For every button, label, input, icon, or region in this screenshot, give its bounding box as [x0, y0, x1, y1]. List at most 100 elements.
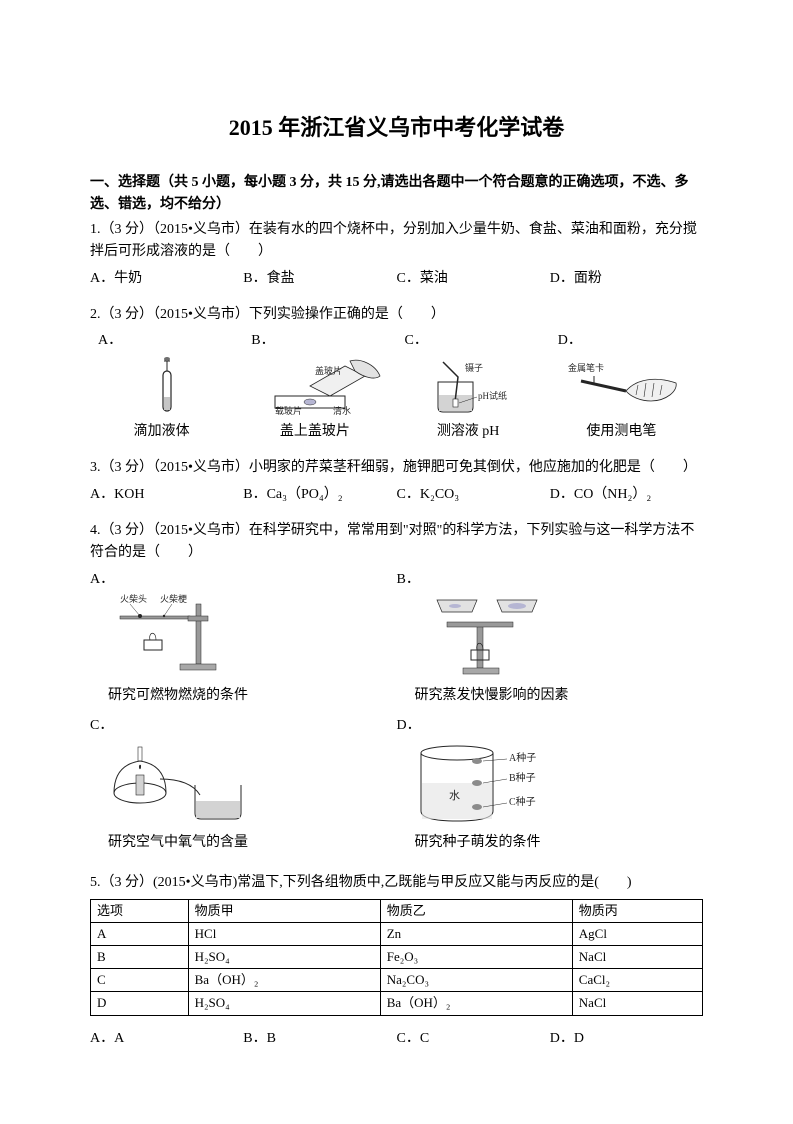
- q2-b-figure: 盖玻片 载玻片 清水: [243, 355, 396, 417]
- cell: Zn: [380, 922, 572, 945]
- q2-c-figure: 镊子 pH试纸: [397, 355, 550, 417]
- th-2: 物质乙: [380, 899, 572, 922]
- q4-b-caption: 研究蒸发快慢影响的因素: [397, 685, 704, 707]
- q4-d-caption: 研究种子萌发的条件: [397, 832, 704, 854]
- cell: NaCl: [572, 992, 702, 1015]
- q4-d-lab1: A种子: [509, 751, 536, 764]
- q1-option-d: D．面粉: [550, 268, 703, 290]
- question-4: 4.（3 分）（2015•义乌市）在科学研究中，常常用到"对照"的科学方法，下列…: [90, 520, 703, 862]
- dropper-tube-icon: [147, 357, 187, 415]
- q4-c-caption: 研究空气中氧气的含量: [90, 832, 397, 854]
- q2-option-b: B． 盖玻片 载玻片 清水 盖上盖玻片: [243, 330, 396, 443]
- question-2-text: 2.（3 分）（2015•义乌市）下列实验操作正确的是（ ）: [90, 304, 703, 326]
- table-row: A HCl Zn AgCl: [91, 922, 703, 945]
- cell: Na₂CO₃: [380, 969, 572, 992]
- q4-d-lab4: 水: [449, 789, 460, 802]
- q4-option-b: B． 研究蒸发快慢影响的因素: [397, 569, 704, 708]
- table-row: D H₂SO₄ Ba（OH）₂ NaCl: [91, 992, 703, 1015]
- q2-option-d: D． 金属笔卡 使用测电笔: [550, 330, 703, 443]
- q1-option-b: B．食盐: [243, 268, 396, 290]
- question-2-options: A． 滴加液体 B．: [90, 330, 703, 443]
- q4-c-letter: C．: [90, 715, 397, 737]
- q5-option-b: B．B: [243, 1028, 396, 1050]
- q4-d-lab3: C种子: [509, 795, 536, 808]
- question-4-text: 4.（3 分）（2015•义乌市）在科学研究中，常常用到"对照"的科学方法，下列…: [90, 520, 703, 565]
- q4-option-a: A． 火柴头 火柴梗: [90, 569, 397, 708]
- q4-a-lab2: 火柴梗: [160, 593, 187, 604]
- q4-a-caption: 研究可燃物燃烧的条件: [90, 685, 397, 707]
- q2-a-caption: 滴加液体: [90, 421, 243, 443]
- q2-b-label2: 载玻片: [275, 405, 302, 416]
- q2-b-label1: 盖玻片: [315, 365, 342, 376]
- question-2: 2.（3 分）（2015•义乌市）下列实验操作正确的是（ ） A． 滴加液体 B…: [90, 304, 703, 443]
- q4-d-lab2: B种子: [509, 771, 536, 784]
- cell: D: [91, 992, 189, 1015]
- q1-option-c: C．菜油: [397, 268, 550, 290]
- cell: HCl: [188, 922, 380, 945]
- section-1-header: 一、选择题（共 5 小题，每小题 3 分，共 15 分,请选出各题中一个符合题意…: [90, 172, 703, 217]
- q5-option-d: D．D: [550, 1028, 703, 1050]
- q2-c-label2: pH试纸: [478, 390, 507, 401]
- q3-option-b: B．Ca₃（PO₄）₂: [243, 484, 396, 506]
- cell: Ba（OH）₂: [188, 969, 380, 992]
- table-row: C Ba（OH）₂ Na₂CO₃ CaCl₂: [91, 969, 703, 992]
- question-3: 3.（3 分）（2015•义乌市）小明家的芹菜茎秆细弱，施钾肥可免其倒伏，他应施…: [90, 457, 703, 506]
- page-title: 2015 年浙江省义乌市中考化学试卷: [90, 110, 703, 142]
- q4-c-figure: [90, 738, 397, 828]
- question-1: 1.（3 分）（2015•义乌市）在装有水的四个烧杯中，分别加入少量牛奶、食盐、…: [90, 219, 703, 290]
- q2-b-caption: 盖上盖玻片: [243, 421, 396, 443]
- q4-option-d: D． A种子 B种子 C种子: [397, 715, 704, 854]
- exam-page: 2015 年浙江省义乌市中考化学试卷 一、选择题（共 5 小题，每小题 3 分，…: [0, 0, 793, 1124]
- q2-d-letter: D．: [550, 330, 703, 352]
- question-1-options: A．牛奶 B．食盐 C．菜油 D．面粉: [90, 268, 703, 290]
- question-4-options: A． 火柴头 火柴梗: [90, 569, 703, 863]
- q1-option-a: A．牛奶: [90, 268, 243, 290]
- cover-slip-icon: 盖玻片 载玻片 清水: [255, 356, 385, 416]
- q4-option-c: C． 研究空气中氧气的含量: [90, 715, 397, 854]
- question-5-text: 5.（3 分）(2015•义乌市)常温下,下列各组物质中,乙既能与甲反应又能与丙…: [90, 872, 703, 894]
- question-5: 5.（3 分）(2015•义乌市)常温下,下列各组物质中,乙既能与甲反应又能与丙…: [90, 872, 703, 1050]
- q4-d-letter: D．: [397, 715, 704, 737]
- q2-d-label1: 金属笔卡: [568, 362, 604, 373]
- th-3: 物质丙: [572, 899, 702, 922]
- q4-b-figure: [397, 591, 704, 681]
- combustion-icon: 火柴头 火柴梗: [100, 592, 260, 680]
- cell: A: [91, 922, 189, 945]
- q2-d-figure: 金属笔卡: [550, 355, 703, 417]
- cell: H₂SO₄: [188, 946, 380, 969]
- q4-b-letter: B．: [397, 569, 704, 591]
- cell: CaCl₂: [572, 969, 702, 992]
- q4-d-figure: A种子 B种子 C种子 水: [397, 738, 704, 828]
- evaporation-icon: [407, 592, 567, 680]
- cell: NaCl: [572, 946, 702, 969]
- q2-c-letter: C．: [397, 330, 550, 352]
- q3-option-a: A．KOH: [90, 484, 243, 506]
- seed-germination-icon: A种子 B种子 C种子 水: [407, 739, 577, 827]
- q2-d-caption: 使用测电笔: [550, 421, 703, 443]
- cell: C: [91, 969, 189, 992]
- q2-a-figure: [90, 355, 243, 417]
- question-3-text: 3.（3 分）（2015•义乌市）小明家的芹菜茎秆细弱，施钾肥可免其倒伏，他应施…: [90, 457, 703, 479]
- th-0: 选项: [91, 899, 189, 922]
- cell: Ba（OH）₂: [380, 992, 572, 1015]
- ph-test-icon: 镊子 pH试纸: [423, 357, 523, 415]
- question-3-options: A．KOH B．Ca₃（PO₄）₂ C．K₂CO₃ D．CO（NH₂）₂: [90, 484, 703, 506]
- q5-option-a: A．A: [90, 1028, 243, 1050]
- q2-b-label3: 清水: [333, 405, 351, 416]
- q4-a-lab1: 火柴头: [120, 593, 147, 604]
- q2-c-label1: 镊子: [465, 362, 483, 373]
- q2-c-caption: 测溶液 pH: [397, 421, 550, 443]
- q3-option-d: D．CO（NH₂）₂: [550, 484, 703, 506]
- question-5-options: A．A B．B C．C D．D: [90, 1028, 703, 1050]
- q2-option-c: C． 镊子 pH试纸 测溶液 pH: [397, 330, 550, 443]
- q2-b-letter: B．: [243, 330, 396, 352]
- th-1: 物质甲: [188, 899, 380, 922]
- q2-option-a: A． 滴加液体: [90, 330, 243, 443]
- q3-option-c: C．K₂CO₃: [397, 484, 550, 506]
- q4-a-letter: A．: [90, 569, 397, 591]
- cell: H₂SO₄: [188, 992, 380, 1015]
- cell: Fe₂O₃: [380, 946, 572, 969]
- table-header-row: 选项 物质甲 物质乙 物质丙: [91, 899, 703, 922]
- cell: B: [91, 946, 189, 969]
- oxygen-content-icon: [100, 739, 280, 827]
